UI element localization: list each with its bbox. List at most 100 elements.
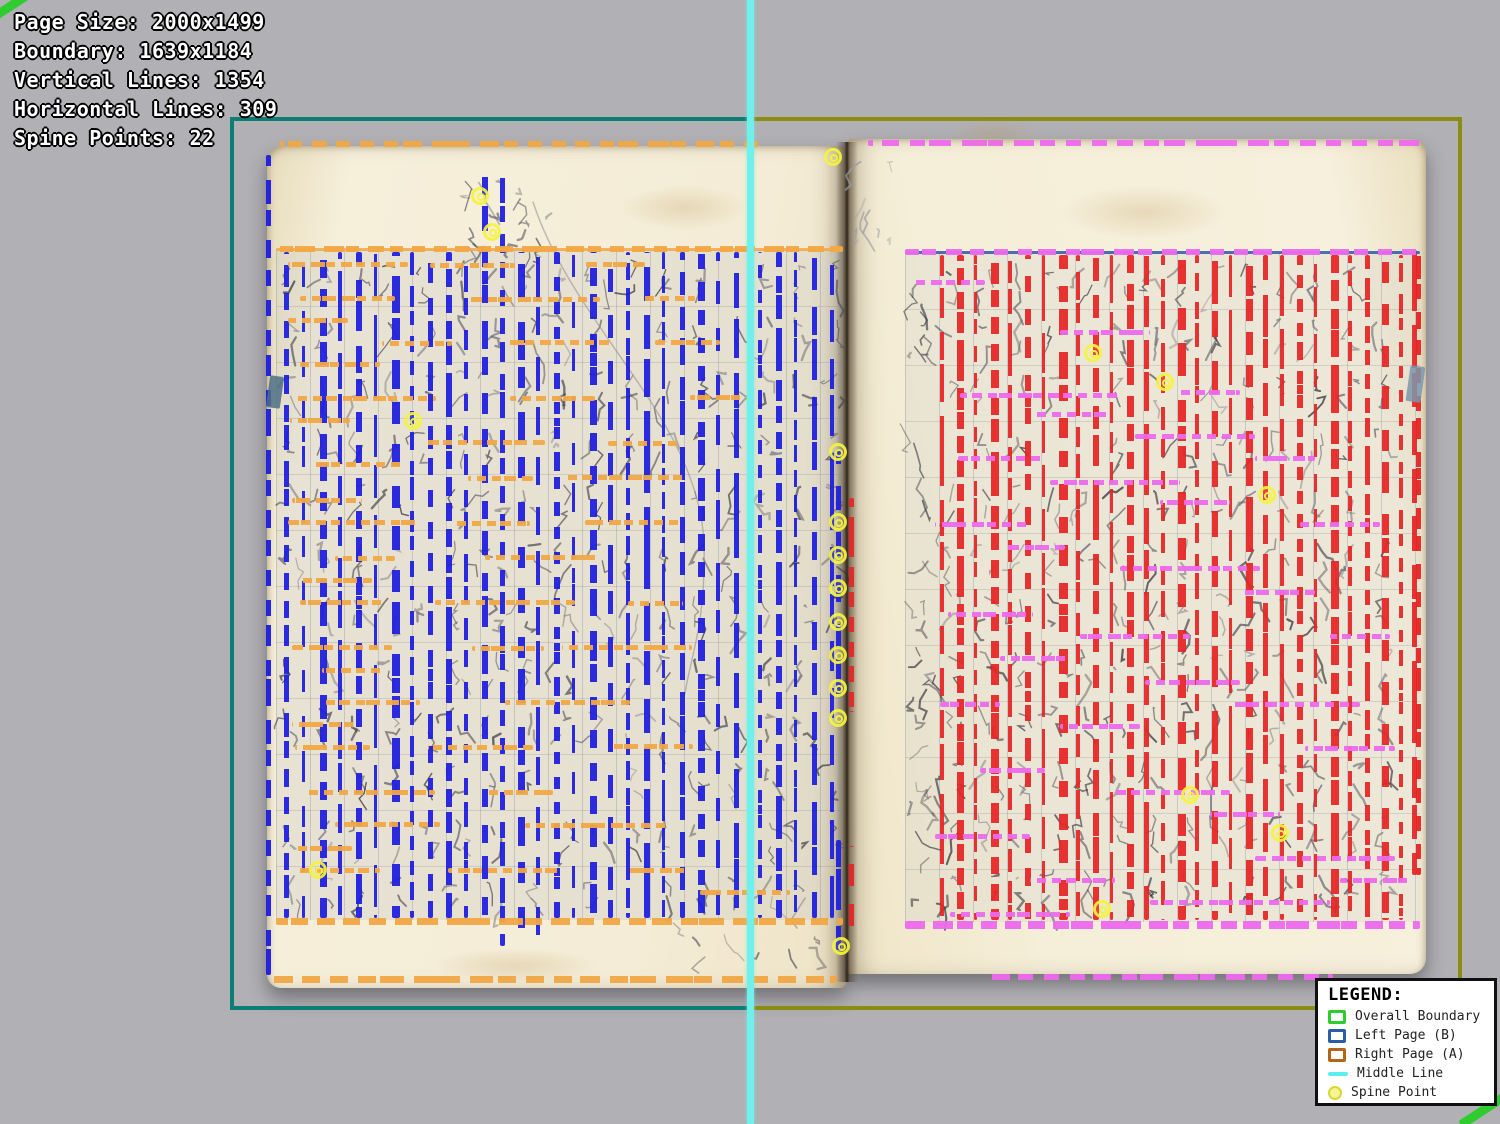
legend-row-middle-line: Middle Line bbox=[1328, 1064, 1494, 1083]
detected-horizontal-line-right bbox=[1150, 900, 1330, 905]
detected-vertical-line-left bbox=[464, 252, 468, 918]
detected-vertical-line-right bbox=[1263, 255, 1268, 920]
detected-vertical-line-left bbox=[284, 252, 289, 918]
detected-horizontal-line-left bbox=[628, 601, 683, 606]
detected-edge-line bbox=[905, 921, 1420, 929]
detected-horizontal-line-left bbox=[292, 498, 362, 503]
detected-horizontal-line-left bbox=[300, 600, 385, 605]
detected-horizontal-line-left bbox=[288, 520, 418, 525]
detected-vertical-line-left bbox=[428, 252, 433, 918]
detected-vertical-line-right bbox=[1093, 255, 1099, 920]
detected-vertical-line-left bbox=[302, 252, 305, 918]
detected-edge-line bbox=[272, 976, 837, 983]
detected-horizontal-line-right bbox=[1035, 412, 1110, 417]
detected-edge-line bbox=[276, 246, 843, 252]
page-stain bbox=[430, 948, 600, 983]
detected-vertical-line-right bbox=[991, 255, 999, 920]
detected-horizontal-line-right bbox=[958, 456, 1043, 461]
detected-horizontal-line-right bbox=[1305, 746, 1395, 751]
detected-horizontal-line-right bbox=[1145, 680, 1240, 685]
spine-point-marker bbox=[824, 148, 842, 166]
detected-vertical-line-left bbox=[698, 252, 705, 918]
detected-horizontal-line-right bbox=[1060, 724, 1140, 729]
detected-vertical-line-right bbox=[1161, 255, 1165, 920]
spine-point-marker bbox=[1093, 900, 1111, 918]
detected-vertical-line-left bbox=[608, 252, 613, 918]
page-stain bbox=[950, 118, 1040, 148]
spine-point-swatch-icon bbox=[1328, 1085, 1342, 1100]
page-stain bbox=[1060, 185, 1230, 240]
stat-boundary: Boundary: 1639x1184 bbox=[14, 39, 253, 63]
detected-horizontal-line-right bbox=[1080, 634, 1190, 639]
detected-horizontal-line-right bbox=[1160, 500, 1230, 505]
detected-vertical-line-right bbox=[1127, 255, 1134, 920]
detected-vertical-line-left bbox=[410, 252, 414, 918]
detected-horizontal-line-left bbox=[455, 521, 530, 526]
detected-vertical-line-left bbox=[734, 252, 739, 918]
detected-vertical-line-right bbox=[1348, 255, 1352, 920]
detected-vertical-line-left bbox=[482, 165, 488, 918]
detected-horizontal-line-right bbox=[1050, 480, 1180, 485]
detected-horizontal-line-left bbox=[700, 890, 790, 895]
detected-vertical-line-right bbox=[1399, 255, 1403, 920]
detected-horizontal-line-left bbox=[312, 462, 402, 467]
detected-horizontal-line-right bbox=[1005, 545, 1065, 550]
detected-horizontal-line-right bbox=[1240, 590, 1315, 595]
left-page-swatch-icon bbox=[1328, 1028, 1346, 1043]
middle-line-swatch-icon bbox=[1328, 1071, 1348, 1076]
detected-horizontal-line-left bbox=[295, 745, 370, 750]
detected-horizontal-line-right bbox=[1060, 330, 1150, 335]
detected-horizontal-line-left bbox=[585, 262, 645, 267]
detected-vertical-line-right bbox=[1008, 255, 1012, 920]
detected-vertical-line-right bbox=[1229, 255, 1232, 920]
stat-page-size: Page Size: 2000x1499 bbox=[14, 10, 265, 34]
detected-edge-line bbox=[868, 140, 1420, 146]
spine-point-marker bbox=[829, 443, 847, 461]
detected-horizontal-line-right bbox=[1230, 702, 1360, 707]
legend-row-right-page: Right Page (A) bbox=[1328, 1045, 1494, 1064]
detected-vertical-line-right bbox=[1280, 255, 1284, 920]
detected-horizontal-line-left bbox=[510, 396, 595, 401]
detected-vertical-line-right bbox=[1246, 255, 1253, 920]
detected-horizontal-line-right bbox=[960, 393, 1120, 398]
detected-horizontal-line-left bbox=[302, 578, 372, 583]
spine-point-marker bbox=[483, 223, 501, 241]
spine-point-marker bbox=[404, 412, 422, 430]
detected-horizontal-line-left bbox=[428, 745, 533, 750]
spine-point-marker bbox=[829, 513, 847, 531]
detected-horizontal-line-left bbox=[322, 668, 382, 673]
detected-horizontal-line-right bbox=[935, 522, 1030, 527]
detected-horizontal-line-left bbox=[608, 441, 678, 446]
detected-spine-line bbox=[836, 840, 841, 950]
detected-edge-line bbox=[266, 155, 271, 975]
detected-vertical-line-right bbox=[1412, 250, 1417, 875]
detected-vertical-line-left bbox=[776, 252, 782, 918]
detected-vertical-line-left bbox=[446, 252, 452, 918]
detected-horizontal-line-right bbox=[1255, 456, 1315, 461]
overall-boundary-swatch-icon bbox=[1328, 1009, 1346, 1024]
detected-horizontal-line-left bbox=[488, 790, 553, 795]
detected-horizontal-line-right bbox=[950, 912, 1070, 917]
stat-horizontal-lines: Horizontal Lines: 309 bbox=[14, 97, 278, 121]
detected-horizontal-line-right bbox=[1120, 566, 1260, 571]
detected-horizontal-line-left bbox=[562, 645, 692, 650]
legend-row-spine-point: Spine Point bbox=[1328, 1083, 1494, 1102]
middle-line bbox=[747, 0, 754, 1124]
detected-horizontal-line-left bbox=[505, 340, 610, 345]
detected-spine-line bbox=[849, 846, 854, 944]
detected-horizontal-line-left bbox=[505, 700, 630, 705]
detected-edge-line bbox=[905, 249, 1420, 255]
detected-vertical-line-left bbox=[590, 252, 597, 918]
detected-vertical-line-left bbox=[662, 252, 665, 918]
spine-point-marker bbox=[829, 579, 847, 597]
detected-horizontal-line-left bbox=[288, 318, 348, 323]
detected-horizontal-line-left bbox=[485, 555, 600, 560]
detected-vertical-line-left bbox=[518, 252, 525, 946]
detected-horizontal-line-left bbox=[296, 396, 436, 401]
detected-horizontal-line-left bbox=[300, 296, 395, 301]
detected-vertical-line-left bbox=[758, 252, 762, 918]
legend-title: LEGEND: bbox=[1328, 985, 1404, 1005]
detected-horizontal-line-left bbox=[565, 475, 685, 480]
detected-horizontal-line-right bbox=[1255, 856, 1395, 861]
